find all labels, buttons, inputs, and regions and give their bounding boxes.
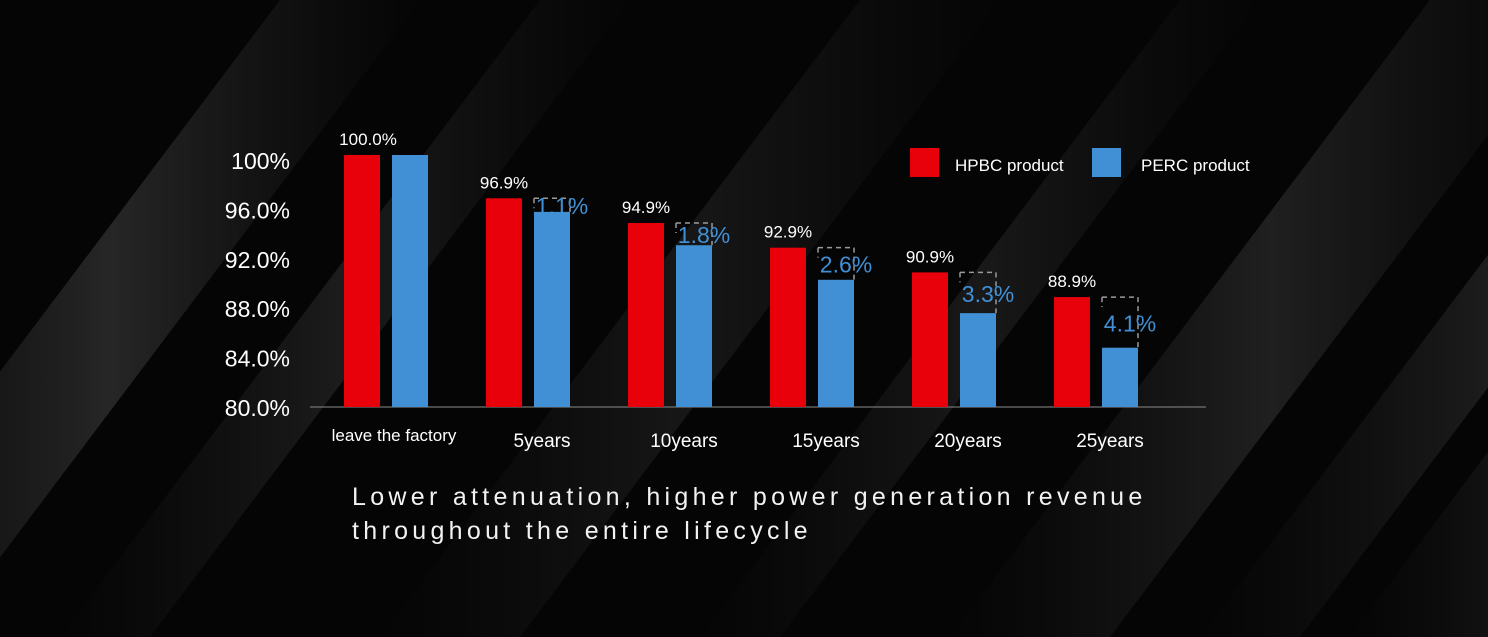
gap-bracket [534, 197, 571, 212]
bar-hpbc [344, 155, 380, 407]
bar-hpbc [1054, 297, 1090, 407]
legend-label: PERC product [1141, 156, 1250, 175]
bar-hpbc [912, 272, 948, 407]
legend-swatch [910, 148, 939, 177]
data-label-hpbc: 92.9% [764, 223, 812, 242]
legend-swatch [1092, 148, 1121, 177]
y-tick-label: 88.0% [225, 296, 290, 322]
data-label-hpbc: 88.9% [1048, 272, 1096, 291]
bar-perc [960, 313, 996, 407]
caption-line-1: Lower attenuation, higher power generati… [352, 483, 1147, 511]
gap-label: 4.1% [1104, 310, 1156, 336]
bar-hpbc [486, 198, 522, 407]
legend-label: HPBC product [955, 156, 1064, 175]
bar-perc [676, 245, 712, 407]
bar-perc [818, 279, 854, 407]
caption-line-2: throughout the entire lifecycle [352, 517, 812, 545]
x-tick-label: leave the factory [332, 426, 457, 445]
gap-label: 1.1% [536, 193, 588, 219]
gap-bracket [1102, 296, 1139, 348]
y-tick-label: 84.0% [225, 346, 290, 372]
gap-label: 1.8% [678, 222, 730, 248]
bar-perc [392, 155, 428, 407]
chart-caption: Lower attenuation, higher power generati… [352, 480, 1252, 548]
gap-label: 2.6% [820, 252, 872, 278]
bar-perc [534, 211, 570, 407]
x-tick-label: 15years [792, 431, 860, 452]
gap-bracket [818, 246, 855, 280]
y-tick-label: 92.0% [225, 247, 290, 273]
data-label-hpbc: 96.9% [480, 173, 528, 192]
bar-hpbc [628, 222, 664, 407]
x-tick-label: 10years [650, 431, 718, 452]
data-label-hpbc: 94.9% [622, 198, 670, 217]
bar-hpbc [770, 247, 806, 407]
x-tick-label: 25years [1076, 431, 1144, 452]
gap-label: 3.3% [962, 281, 1014, 307]
y-tick-label: 100% [231, 148, 290, 174]
x-tick-label: 5years [513, 431, 570, 452]
y-tick-label: 96.0% [225, 197, 290, 223]
gap-bracket [960, 271, 997, 314]
y-tick-label: 80.0% [225, 395, 290, 421]
data-label-hpbc: 100.0% [339, 130, 397, 149]
x-tick-label: 20years [934, 431, 1002, 452]
gap-bracket [676, 222, 713, 246]
bar-perc [1102, 347, 1138, 407]
data-label-hpbc: 90.9% [906, 247, 954, 266]
